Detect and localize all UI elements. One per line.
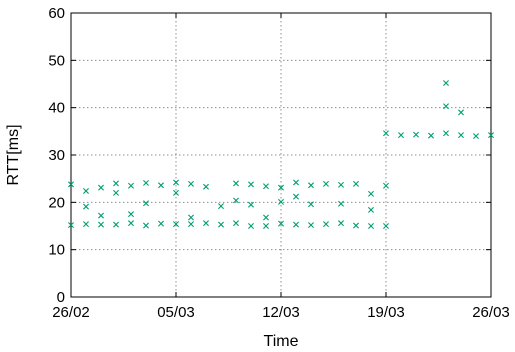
y-tick-label: 10 [48,242,65,259]
data-point [248,181,254,188]
y-axis-label: RTT[ms] [5,124,22,185]
axis-layer: 0 10 20 30 40 50 60 26/02 05/03 12/03 19/03 26/03 [48,5,509,321]
data-point [413,131,419,138]
data-point [338,181,344,188]
point-layer [68,80,494,229]
data-point [83,187,89,194]
data-point [143,222,149,229]
data-point [338,220,344,227]
data-point [188,214,194,221]
data-point [128,211,134,218]
y-tick-label: 0 [57,289,65,306]
data-point [338,200,344,207]
data-point [473,133,479,140]
data-point [158,182,164,189]
data-point [308,182,314,189]
x-axis-label: Time [264,333,299,350]
data-point [458,109,464,116]
data-point [158,220,164,227]
data-point [128,182,134,189]
data-point [368,206,374,213]
grid-layer [70,12,492,298]
data-point [218,203,224,210]
data-point [428,132,434,139]
data-point [188,221,194,228]
x-tick-label: 26/03 [472,304,510,321]
data-point [293,221,299,228]
data-point [443,80,449,87]
data-point [83,203,89,210]
y-tick-label: 60 [48,5,65,22]
data-point [443,103,449,110]
data-point [293,179,299,186]
data-point [68,181,74,188]
y-tick-label: 40 [48,100,65,117]
data-point [173,189,179,196]
data-point [278,198,284,205]
data-point [278,220,284,227]
data-point [128,220,134,227]
x-tick-label: 26/02 [52,304,90,321]
data-point [488,132,494,139]
x-tick-label: 12/03 [262,304,300,321]
y-tick-label: 50 [48,52,65,69]
data-point [98,221,104,228]
data-point [98,212,104,219]
x-tick-label: 19/03 [367,304,405,321]
data-point [188,180,194,187]
data-point [323,221,329,228]
data-point [203,220,209,227]
data-point [143,200,149,207]
data-point [98,184,104,191]
data-point [173,179,179,186]
data-point [248,201,254,208]
data-point [263,183,269,190]
data-point [263,214,269,221]
data-point [278,184,284,191]
data-point [233,197,239,204]
y-tick-label: 20 [48,194,65,211]
data-point [83,221,89,228]
data-point [143,179,149,186]
data-point [218,221,224,228]
data-point [398,132,404,139]
data-point [263,223,269,229]
data-point [458,132,464,139]
data-point [68,222,74,229]
data-point [308,222,314,229]
data-point [173,221,179,228]
data-point [368,223,374,229]
data-point [383,130,389,137]
data-point [323,180,329,187]
data-point [113,180,119,187]
data-point [443,130,449,137]
data-point [383,223,389,229]
data-point [248,223,254,229]
data-point [293,193,299,200]
data-point [233,220,239,227]
data-point [353,222,359,229]
data-point [308,201,314,208]
data-point [113,221,119,228]
x-tick-label: 05/03 [157,304,195,321]
data-point [368,190,374,197]
plot-frame [70,12,492,298]
data-point [233,180,239,187]
y-tick-label: 30 [48,147,65,164]
data-point [383,182,389,189]
data-point [113,189,119,196]
data-point [203,183,209,190]
data-point [353,180,359,187]
